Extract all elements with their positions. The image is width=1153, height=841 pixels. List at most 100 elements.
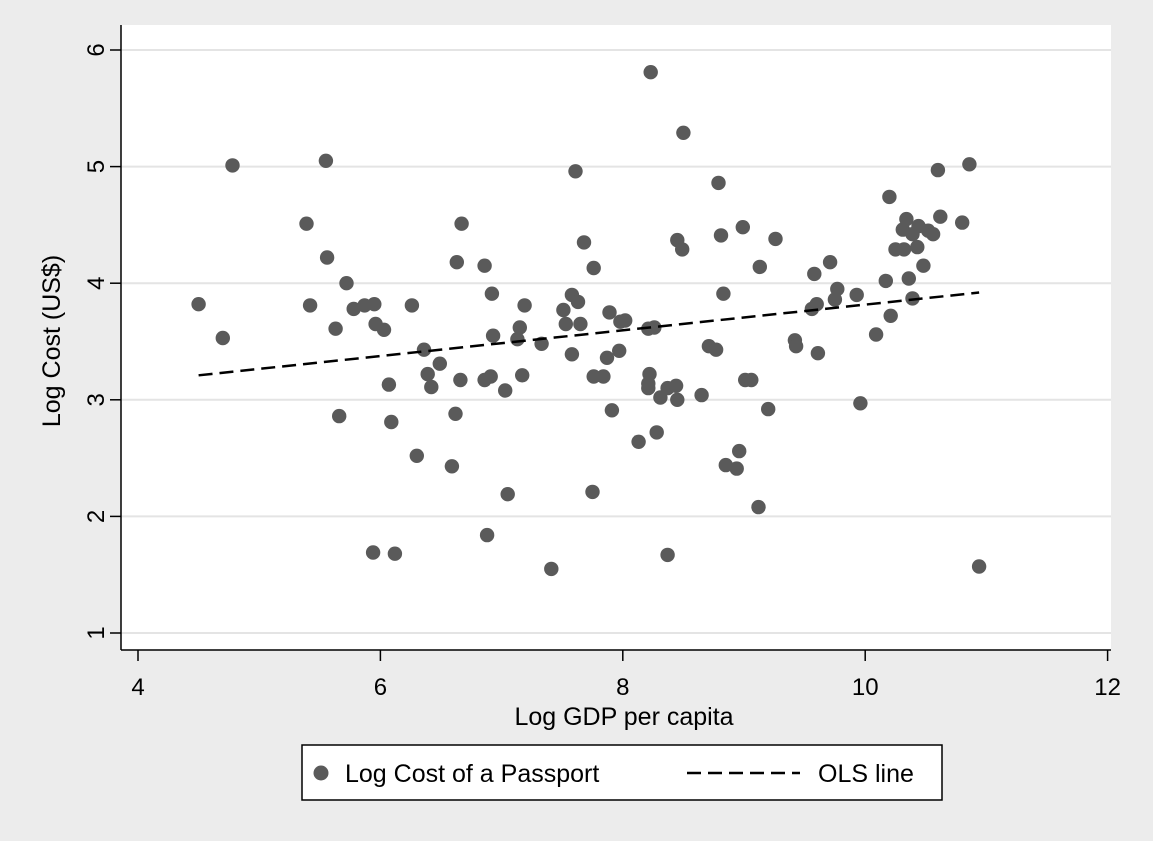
- scatter-point-86: [732, 443, 747, 459]
- scatter-point-95: [788, 339, 804, 354]
- legend-marker-passport: [313, 765, 329, 781]
- scatter-point-122: [933, 209, 948, 224]
- scatter-point-43: [544, 561, 559, 577]
- scatter-point-121: [930, 162, 946, 178]
- scatter-point-107: [882, 189, 897, 205]
- y-axis-title: Log Cost (US$): [38, 255, 66, 427]
- scatter-point-74: [670, 392, 685, 407]
- scatter-point-24: [432, 356, 447, 371]
- scatter-point-113: [901, 271, 916, 286]
- scatter-point-82: [713, 228, 729, 243]
- scatter-point-57: [602, 305, 617, 320]
- scatter-point-90: [751, 499, 766, 515]
- scatter-point-93: [768, 231, 783, 247]
- scatter-point-58: [604, 403, 620, 418]
- scatter-point-105: [868, 327, 884, 342]
- y-tick-label-1: 1: [83, 626, 110, 639]
- scatter-point-66: [642, 366, 657, 382]
- scatter-point-51: [576, 235, 592, 250]
- scatter-point-52: [585, 484, 600, 500]
- scatter-point-68: [647, 320, 662, 335]
- scatter-point-19: [404, 298, 420, 313]
- scatter-point-2: [225, 158, 240, 173]
- scatter-point-8: [332, 408, 347, 424]
- scatter-point-1: [215, 330, 230, 346]
- scatter-point-98: [809, 297, 824, 312]
- scatter-point-85: [729, 461, 744, 476]
- scatter-point-91: [752, 259, 767, 275]
- scatter-point-22: [420, 366, 435, 382]
- scatter-point-9: [339, 276, 354, 291]
- scatter-point-10: [346, 301, 361, 317]
- y-tick-label-2: 2: [83, 510, 110, 523]
- legend-label-passport: Log Cost of a Passport: [345, 760, 599, 788]
- scatter-point-45: [558, 316, 573, 332]
- x-tick-label-12: 12: [1094, 674, 1121, 701]
- scatter-point-5: [318, 153, 334, 168]
- scatter-point-49: [570, 294, 586, 310]
- scatter-point-17: [384, 414, 399, 430]
- scatter-point-97: [807, 266, 822, 282]
- scatter-point-33: [483, 369, 498, 384]
- scatter-point-54: [586, 260, 601, 276]
- scatter-point-28: [453, 372, 468, 388]
- scatter-point-123: [955, 215, 970, 230]
- scatter-point-34: [484, 286, 500, 301]
- scatter-point-84: [718, 457, 733, 473]
- scatter-point-55: [596, 369, 611, 384]
- scatter-point-118: [916, 258, 931, 273]
- scatter-point-69: [649, 425, 664, 440]
- scatter-point-50: [573, 316, 588, 332]
- scatter-point-41: [517, 298, 532, 313]
- scatter-point-20: [409, 448, 424, 463]
- y-tick-label-5: 5: [83, 160, 110, 173]
- scatter-point-73: [668, 378, 684, 393]
- scatter-point-13: [367, 297, 382, 312]
- legend-label-ols: OLS line: [818, 760, 914, 788]
- scatter-point-65: [641, 380, 656, 396]
- scatter-point-6: [319, 250, 335, 265]
- scatter-point-89: [744, 372, 759, 388]
- x-tick-label-4: 4: [131, 674, 144, 701]
- scatter-point-7: [328, 321, 343, 336]
- scatter-point-39: [512, 320, 527, 335]
- scatter-point-0: [191, 297, 206, 312]
- scatter-point-12: [365, 545, 381, 560]
- scatter-point-106: [878, 273, 893, 289]
- scatter-point-87: [735, 220, 750, 235]
- x-axis-title: Log GDP per capita: [514, 703, 733, 731]
- plot-area: [121, 25, 1111, 650]
- gridlines: [121, 49, 1111, 634]
- y-axis: 1 2 3 4 5 6: [83, 25, 122, 650]
- scatter-point-108: [883, 308, 898, 323]
- scatter-point-67: [643, 65, 658, 80]
- scatter-point-16: [381, 377, 397, 392]
- scatter-point-77: [676, 125, 691, 140]
- scatter-point-25: [444, 459, 460, 474]
- scatter-point-80: [708, 342, 724, 357]
- legend: Log Cost of a Passport OLS line: [301, 744, 943, 801]
- scatter-point-37: [500, 487, 515, 502]
- scatter-point-81: [711, 175, 726, 191]
- y-tick-label-4: 4: [83, 277, 110, 290]
- x-axis: 4 6 8 10 12: [121, 649, 1121, 701]
- scatter-point-3: [299, 216, 314, 231]
- scatter-point-111: [896, 242, 912, 257]
- scatter-point-116: [910, 239, 925, 255]
- scatter-point-92: [761, 401, 776, 417]
- scatter-point-48: [568, 164, 583, 179]
- scatter-point-100: [822, 255, 838, 270]
- x-tick-label-8: 8: [616, 674, 629, 701]
- scatter-point-104: [853, 396, 868, 411]
- x-tick-label-6: 6: [374, 674, 387, 701]
- scatter-point-35: [485, 328, 501, 343]
- scatter-point-21: [416, 342, 432, 357]
- scatter-point-99: [810, 346, 826, 361]
- scatter-point-83: [716, 286, 731, 301]
- scatter-point-125: [971, 559, 987, 574]
- scatter-point-56: [599, 350, 615, 365]
- ols-line-group: [198, 291, 980, 377]
- scatter-point-29: [454, 216, 469, 231]
- scatter-point-36: [498, 383, 513, 398]
